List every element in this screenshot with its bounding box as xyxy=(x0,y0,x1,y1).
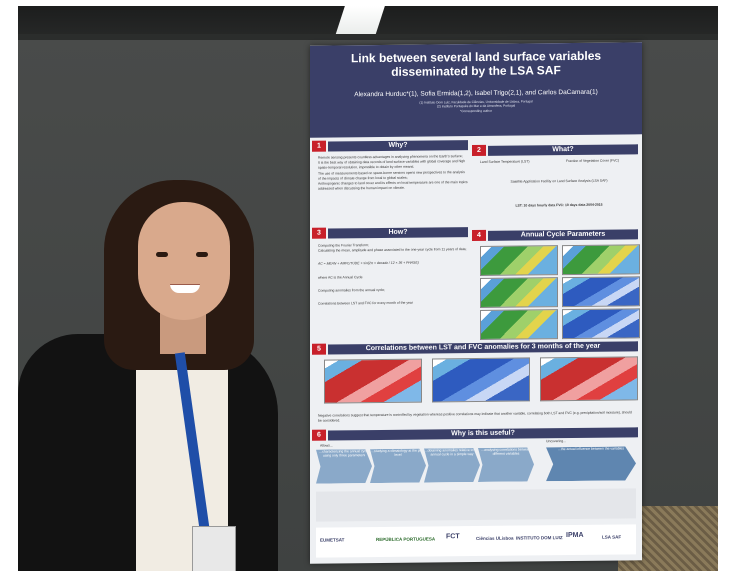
smile xyxy=(170,284,200,293)
board-frame xyxy=(18,34,718,40)
presenter xyxy=(18,6,718,571)
right-eye xyxy=(196,252,208,257)
left-eye xyxy=(156,252,168,257)
photograph: Link between several land surface variab… xyxy=(18,6,718,571)
name-badge xyxy=(192,526,236,571)
face xyxy=(138,202,230,320)
